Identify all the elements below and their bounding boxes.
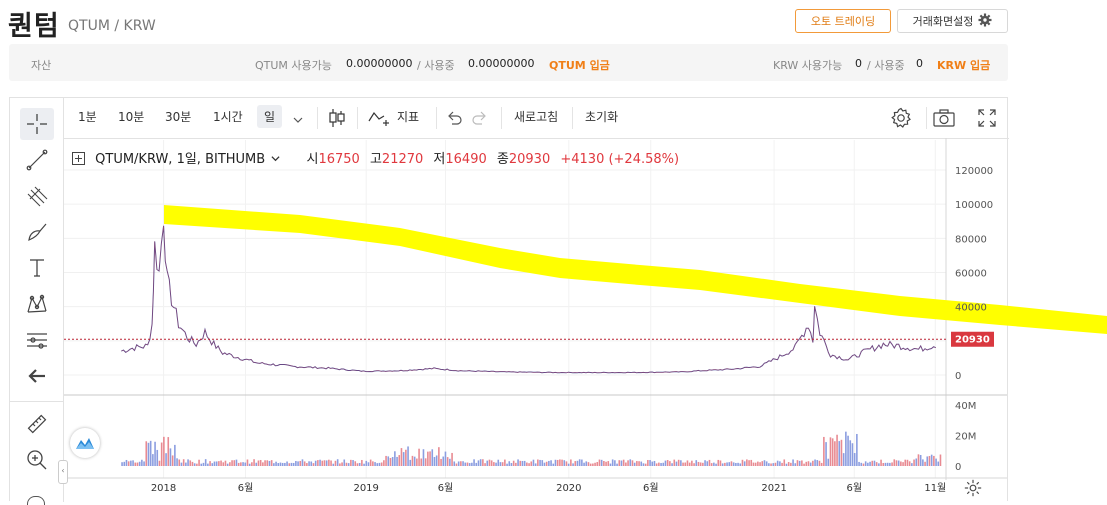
reset-button[interactable]: 초기화	[585, 110, 619, 124]
crosshair-icon[interactable]	[20, 108, 54, 140]
close-value: 20930	[508, 152, 551, 167]
fib-icon[interactable]	[20, 180, 54, 212]
timezone-gear-icon[interactable]	[964, 479, 982, 501]
chevron-down-icon[interactable]	[293, 110, 303, 129]
krw-deposit-link[interactable]: KRW 입금	[937, 59, 991, 72]
screen-settings-button[interactable]: 거래화면설정	[897, 9, 1008, 33]
ruler-icon[interactable]	[20, 408, 54, 440]
interval-10m[interactable]: 10분	[118, 110, 145, 124]
qtum-available-label: QTUM 사용가능	[255, 59, 332, 72]
pair-subtitle: QTUM / KRW	[68, 18, 156, 34]
add-symbol-icon[interactable]	[72, 152, 85, 169]
fullscreen-icon[interactable]	[977, 108, 997, 132]
text-icon[interactable]	[20, 252, 54, 284]
measure-icon[interactable]	[20, 324, 54, 356]
krw-available-value: 0	[855, 57, 862, 70]
refresh-button[interactable]: 새로고침	[514, 110, 559, 124]
auto-trading-button[interactable]: 오토 트레이딩	[795, 9, 891, 33]
trend-line-icon[interactable]	[20, 144, 54, 176]
zoom-in-icon[interactable]	[20, 444, 54, 476]
qtum-in-use-label: / 사용중	[417, 59, 455, 72]
gear-icon	[978, 13, 992, 30]
chart-top-toolbar: 1분 10분 30분 1시간 일 지표 새로고침 초기화	[64, 98, 1009, 139]
high-value: 21270	[381, 152, 424, 167]
interval-1m[interactable]: 1분	[78, 110, 97, 124]
gear-icon[interactable]	[890, 107, 912, 133]
high-label: 고	[369, 152, 382, 167]
chart-legend: QTUM/KRW, 1일, BITHUMB 시16750 고21270 저164…	[72, 148, 679, 169]
chart-logo-icon[interactable]	[70, 428, 100, 458]
low-label: 저	[433, 152, 446, 167]
krw-in-use-value: 0	[916, 57, 923, 70]
open-label: 시	[306, 152, 319, 167]
chevron-down-icon[interactable]	[271, 152, 280, 167]
camera-icon[interactable]	[932, 108, 956, 132]
pattern-icon[interactable]	[20, 288, 54, 320]
interval-day[interactable]: 일	[257, 105, 283, 128]
krw-in-use-label: / 사용중	[867, 59, 905, 72]
interval-1h[interactable]: 1시간	[213, 110, 243, 124]
indicator-icon[interactable]	[368, 109, 392, 131]
open-value: 16750	[318, 152, 360, 167]
screen-settings-label: 거래화면설정	[912, 15, 974, 28]
krw-available-label: KRW 사용가능	[773, 59, 843, 72]
back-arrow-icon[interactable]	[20, 360, 54, 392]
qtum-deposit-link[interactable]: QTUM 입금	[549, 59, 610, 72]
legend-symbol[interactable]: QTUM/KRW, 1일, BITHUMB	[95, 152, 266, 167]
candle-type-icon[interactable]	[328, 108, 346, 132]
redo-icon[interactable]	[472, 110, 488, 129]
undo-icon[interactable]	[446, 110, 462, 129]
coin-title: 퀀텀	[8, 11, 60, 42]
collapse-handle[interactable]: ‹	[58, 460, 68, 484]
brush-icon[interactable]	[20, 216, 54, 248]
close-label: 종	[496, 152, 509, 167]
change-value: +4130 (+24.58%)	[560, 152, 680, 167]
asset-bar: 자산 QTUM 사용가능 0.00000000 / 사용중 0.00000000…	[9, 44, 1008, 81]
drawing-toolbar	[10, 98, 64, 502]
qtum-available-value: 0.00000000	[346, 57, 413, 70]
asset-label: 자산	[31, 59, 52, 72]
indicator-button[interactable]: 지표	[397, 110, 420, 124]
low-value: 16490	[445, 152, 487, 167]
interval-30m[interactable]: 30분	[165, 110, 192, 124]
qtum-in-use-value: 0.00000000	[468, 57, 535, 70]
